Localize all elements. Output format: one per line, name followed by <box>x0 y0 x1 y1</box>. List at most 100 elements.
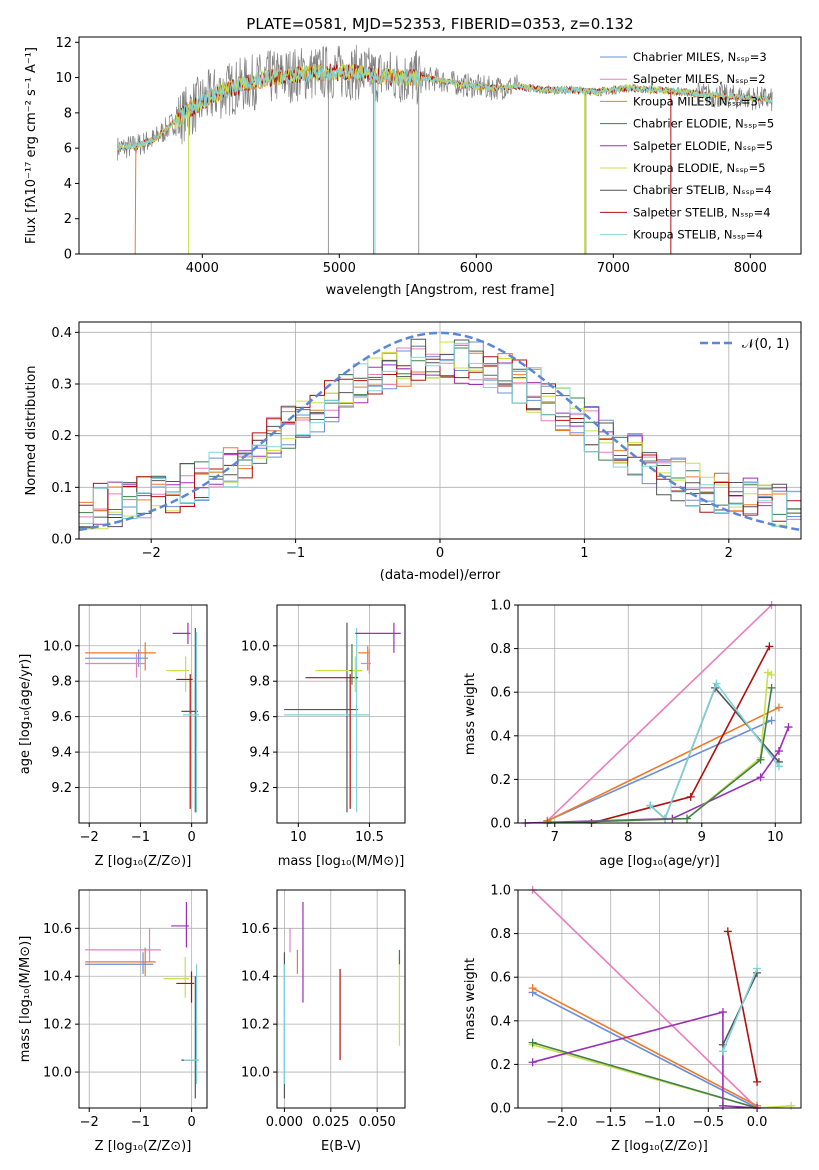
y-tick-label: 0.8 <box>490 927 511 942</box>
weight-marker-salpeter_elodie <box>756 773 765 782</box>
y-tick-label: 0.0 <box>490 817 511 832</box>
x-tick-label: −2.0 <box>546 1115 578 1130</box>
weight-line-chabrier_elodie <box>532 1041 758 1109</box>
weight-marker-kroupa_elodie <box>767 670 776 679</box>
x-axis-label: (data-model)/error <box>380 568 501 583</box>
x-tick-label: −1.0 <box>644 1115 676 1130</box>
y-tick-label: 9.2 <box>51 781 72 796</box>
points-age-vs-mass <box>284 622 401 813</box>
y-axis-label: age [log₁₀(age/yr)] <box>18 654 33 775</box>
x-tick-label: 0.050 <box>359 1115 396 1130</box>
weight-marker-kroupa_stelib <box>753 964 762 973</box>
x-tick-label: −1 <box>131 830 150 845</box>
weight-line-chabrier_elodie <box>547 687 773 824</box>
legend-label: Kroupa STELIB, Nₛₛₚ=4 <box>633 228 763 242</box>
weight-marker-salpeter_elodie <box>718 1101 727 1110</box>
axes-weight-vs-age: 7 8 9 10 0.0 0.2 0.4 0.6 0.8 1.0 age [log₁₀(age/yr… <box>463 599 802 869</box>
axes-frame <box>517 604 802 824</box>
x-tick-label: 0.0 <box>747 1115 768 1130</box>
axes-mass-vs-Z: −2 −1 0 10.0 10.2 10.4 10.6 Z [log₁₀(Z/Z⊙)] mass… <box>18 889 208 1154</box>
y-tick-label: 0.4 <box>51 326 72 341</box>
weight-marker-chabrier_elodie <box>756 755 765 764</box>
chart-title: PLATE=0581, MJD=52353, FIBERID=0353, z=0… <box>246 15 633 33</box>
x-axis-label: Z [log₁₀(Z/Z⊙)] <box>611 1139 708 1154</box>
weight-marker-chabrier_elodie <box>683 814 692 823</box>
x-axis-label: Z [log₁₀(Z/Z⊙)] <box>95 1139 192 1154</box>
legend-label: Chabrier STELIB, Nₛₛₚ=4 <box>633 183 772 197</box>
y-tick-label: 10.6 <box>241 922 270 937</box>
axes-frame <box>276 889 406 1109</box>
weight-marker-kroupa_elodie <box>787 1101 796 1110</box>
y-tick-label: 9.4 <box>51 746 72 761</box>
x-tick-label: −0.5 <box>693 1115 725 1130</box>
axes-frame <box>78 321 802 540</box>
x-axis-label: E(B-V) <box>321 1139 361 1154</box>
series-weight-vs-age <box>521 601 793 827</box>
weight-marker-salpeter_elodie <box>528 1058 537 1067</box>
weight-marker-kroupa_stelib <box>774 762 783 771</box>
y-tick-label: 12 <box>55 36 72 51</box>
weight-line-chabrier_miles <box>547 719 772 822</box>
legend: 𝒩(0, 1) <box>700 337 789 352</box>
weight-line-salpeter_miles <box>532 889 758 1109</box>
histogram-kroupa_stelib <box>79 342 801 539</box>
x-tick-label: −2 <box>80 830 99 845</box>
weight-marker-kroupa_miles <box>528 984 537 993</box>
y-tick-label: 0.6 <box>490 971 511 986</box>
weight-marker-kroupa_stelib <box>718 1047 727 1056</box>
x-tick-label: 0.025 <box>312 1115 349 1130</box>
y-tick-label: 4 <box>64 177 72 192</box>
x-tick-label: 7 <box>551 830 559 845</box>
legend-label: Salpeter MILES, Nₛₛₚ=2 <box>633 72 766 86</box>
x-tick-label: 8000 <box>734 261 767 276</box>
x-tick-label: 0 <box>187 1115 195 1130</box>
x-tick-label: 0 <box>187 830 195 845</box>
x-tick-label: 7000 <box>597 261 630 276</box>
y-tick-label: 10.0 <box>43 1066 72 1081</box>
hist-plot <box>79 331 801 539</box>
x-tick-label: −1.5 <box>595 1115 627 1130</box>
y-tick-label: 0.4 <box>490 1014 511 1029</box>
x-tick-label: −2 <box>80 1115 99 1130</box>
weight-line-salpeter_elodie <box>525 726 790 824</box>
points-mass-vs-EBV <box>283 901 401 1099</box>
y-tick-label: 9.2 <box>249 781 270 796</box>
y-tick-label: 1.0 <box>490 599 511 614</box>
y-tick-label: 9.8 <box>51 675 72 690</box>
y-axis-label: mass weight <box>463 958 478 1040</box>
x-tick-label: 10.5 <box>355 830 384 845</box>
x-tick-label: 1 <box>580 546 588 561</box>
y-tick-label: 9.6 <box>249 710 270 725</box>
y-tick-label: 0.6 <box>490 686 511 701</box>
y-tick-label: 10.0 <box>241 1066 270 1081</box>
x-tick-label: 10 <box>290 830 307 845</box>
y-tick-label: 0.2 <box>490 1058 511 1073</box>
weight-line-kroupa_miles <box>532 987 758 1107</box>
weight-line-salpeter_miles <box>546 604 773 822</box>
y-axis-label: Flux [fλ10⁻¹⁷ erg cm⁻² s⁻¹ A⁻¹] <box>24 47 39 244</box>
axes-frame <box>517 889 802 1109</box>
x-tick-label: 9 <box>698 830 706 845</box>
x-tick-label: 4000 <box>186 261 219 276</box>
y-tick-label: 10 <box>55 71 72 86</box>
x-tick-label: 8 <box>624 830 632 845</box>
weight-marker-salpeter_stelib <box>686 792 695 801</box>
y-tick-label: 0.8 <box>490 642 511 657</box>
y-tick-label: 0.3 <box>51 378 72 393</box>
weight-line-salpeter_stelib <box>591 646 771 824</box>
weight-line-kroupa_elodie <box>547 671 773 824</box>
legend-label: Kroupa ELODIE, Nₛₛₚ=5 <box>633 161 766 175</box>
weight-marker-salpeter_stelib <box>765 642 774 651</box>
weight-line-kroupa_miles <box>547 706 780 822</box>
weight-marker-salpeter_elodie <box>718 1008 727 1017</box>
y-tick-label: 8 <box>64 106 72 121</box>
y-axis-label: Normed distribution <box>24 366 39 496</box>
y-tick-label: 9.4 <box>249 746 270 761</box>
gaussian-curve <box>79 331 801 532</box>
legend-label: Chabrier MILES, Nₛₛₚ=3 <box>633 50 767 64</box>
model-edge-kroupa-miles <box>134 148 137 254</box>
x-tick-label: 0.000 <box>266 1115 303 1130</box>
y-tick-label: 1.0 <box>490 884 511 899</box>
y-tick-label: 9.8 <box>249 675 270 690</box>
y-tick-label: 10.0 <box>241 639 270 654</box>
